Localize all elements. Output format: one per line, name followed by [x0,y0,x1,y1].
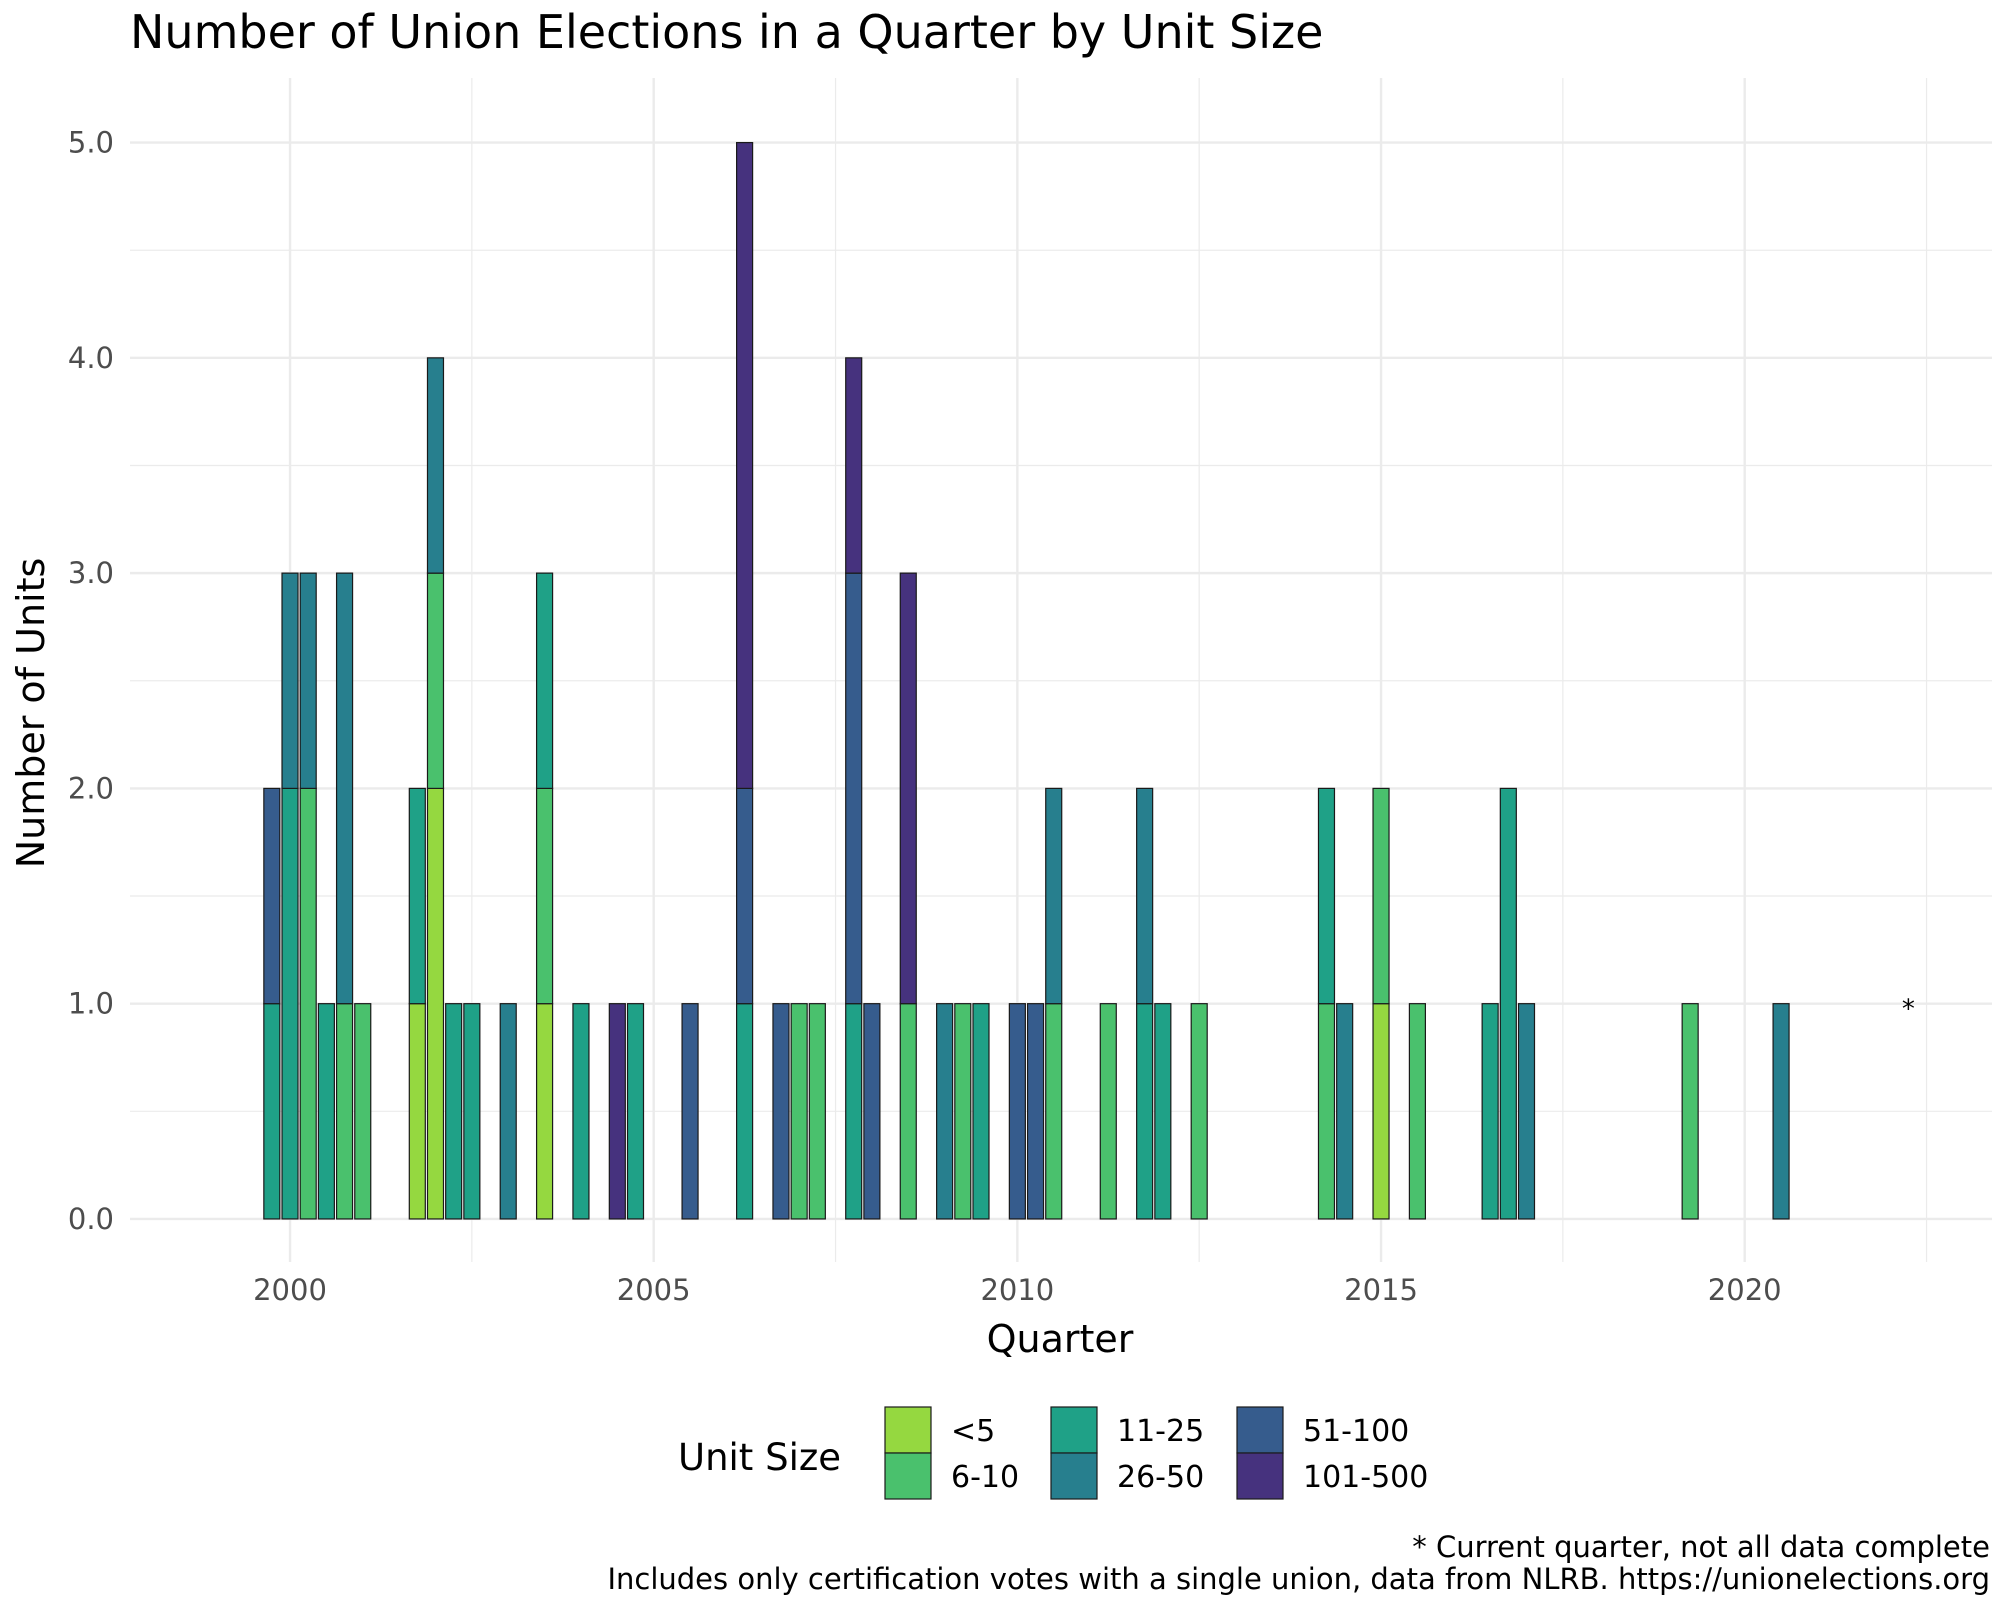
bar-segment-51-100 [736,787,754,1005]
bar-segment-11-25 [445,1003,463,1220]
x-tick-label: 2010 [980,1273,1054,1307]
y-tick-label: 1.0 [68,987,114,1021]
bar-segment-26-50 [335,572,354,1005]
bar-segment-101-500 [899,572,917,1005]
bar-segment-11-25 [1154,1003,1172,1220]
y-tick-label: 4.0 [68,341,114,375]
bar-segment-26-50 [426,357,445,574]
bar-segment-101-500 [845,357,863,574]
legend-label-51-100: 51-100 [1303,1414,1409,1449]
bar-segment-11-25 [572,1003,590,1220]
bar-segment-26-50 [281,572,299,789]
legend-label-11-25: 11-25 [1117,1414,1204,1449]
bar-segment-11-25 [463,1003,481,1220]
bar-segment-6-10 [335,1003,354,1220]
bar-segment-11-25 [1499,787,1517,1220]
bar-segment-11-25 [1136,1003,1154,1220]
legend-key-6-10 [884,1452,932,1500]
bar-segment-11-25 [263,1003,281,1220]
bar-segment-51-100 [845,572,863,1005]
legend-key-26-50 [1050,1452,1098,1500]
x-axis-title: Quarter [987,1317,1134,1361]
bar-segment-6-10 [1681,1003,1699,1220]
bar-segment-51-100 [1026,1003,1045,1220]
bar-segment-26-50 [1772,1003,1790,1220]
legend-key-lt5 [884,1406,932,1454]
x-tick-label: 2000 [253,1273,327,1307]
bar-segment-26-50 [1045,787,1063,1005]
bar-segment-6-10 [299,787,317,1220]
bar-segment-lt5 [408,1003,426,1220]
x-tick-label: 2015 [1344,1273,1418,1307]
y-axis-ticks: 0.0 1.0 2.0 3.0 4.0 5.0 [68,126,114,1236]
legend-label-26-50: 26-50 [1117,1460,1204,1495]
bar-segment-6-10 [535,787,554,1005]
bar-segment-51-100 [1008,1003,1026,1220]
y-tick-label: 5.0 [68,126,114,160]
caption-data-source: Includes only certification votes with a… [607,1562,1990,1596]
bar-segment-11-25 [1317,787,1336,1005]
bar-segment-lt5 [1372,1003,1390,1220]
bar-segment-11-25 [626,1003,645,1220]
bar-segment-6-10 [808,1003,826,1220]
legend-key-11-25 [1050,1406,1098,1454]
chart-title: Number of Union Elections in a Quarter b… [130,5,1323,59]
legend-key-101-500 [1236,1452,1284,1500]
bar-segment-11-25 [535,572,554,789]
bar-segment-6-10 [954,1003,972,1220]
bar-segment-51-100 [863,1003,881,1220]
bar-segment-26-50 [1136,787,1154,1005]
bar-segment-11-25 [736,1003,754,1220]
bar-segment-6-10 [1372,787,1390,1005]
bar-segment-11-25 [408,787,426,1005]
bar-segment-11-25 [317,1003,335,1220]
bar-segment-lt5 [426,787,445,1220]
bar-segment-6-10 [1045,1003,1063,1220]
bars-layer [263,141,1790,1220]
bar-segment-6-10 [1099,1003,1117,1220]
legend: Unit Size <5 6-10 11-25 26-50 51-100 101-500 [678,1406,1428,1500]
bar-segment-51-100 [772,1003,790,1220]
bar-segment-26-50 [936,1003,954,1220]
bar-segment-26-50 [299,572,317,789]
bar-segment-6-10 [790,1003,808,1220]
legend-label-lt5: <5 [951,1414,995,1449]
caption-current-quarter: * Current quarter, not all data complete [1412,1530,1990,1564]
y-axis-title: Number of Units [9,558,53,869]
legend-title: Unit Size [678,1436,841,1479]
bar-segment-26-50 [499,1003,517,1220]
bar-segment-6-10 [1317,1003,1336,1220]
bar-segment-6-10 [1190,1003,1208,1220]
bar-segment-26-50 [1517,1003,1536,1220]
legend-key-51-100 [1236,1406,1284,1454]
bar-segment-lt5 [535,1003,554,1220]
bar-segment-6-10 [354,1003,372,1220]
current-quarter-marker: * [1902,995,1915,1025]
y-tick-label: 0.0 [68,1202,114,1236]
bar-segment-51-100 [681,1003,699,1220]
legend-label-6-10: 6-10 [951,1460,1019,1495]
y-tick-label: 3.0 [68,556,114,590]
bar-segment-26-50 [1336,1003,1354,1220]
x-axis-ticks: 2000 2005 2010 2015 2020 [253,1273,1782,1307]
bar-segment-11-25 [845,1003,863,1220]
bar-segment-101-500 [736,141,754,789]
x-tick-label: 2020 [1708,1273,1782,1307]
y-tick-label: 2.0 [68,771,114,805]
bar-segment-6-10 [899,1003,917,1220]
bar-segment-11-25 [972,1003,990,1220]
bar-segment-11-25 [1481,1003,1499,1220]
bar-segment-51-100 [263,787,281,1005]
bar-segment-6-10 [426,572,445,789]
bar-segment-101-500 [608,1003,626,1220]
bar-segment-6-10 [1408,1003,1426,1220]
legend-label-101-500: 101-500 [1303,1460,1428,1495]
bar-segment-11-25 [281,787,299,1220]
x-tick-label: 2005 [617,1273,691,1307]
